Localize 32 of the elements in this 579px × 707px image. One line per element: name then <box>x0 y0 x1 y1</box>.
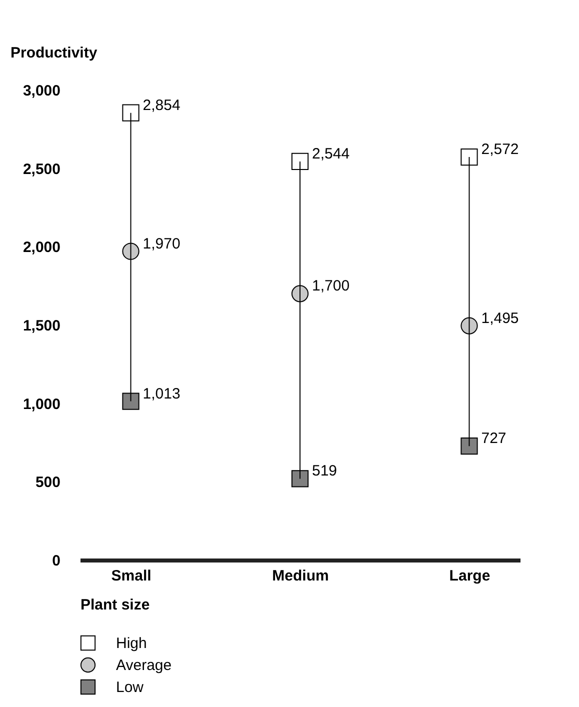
point <box>460 438 478 455</box>
x-tick-label: Small <box>111 568 152 584</box>
y-tick-label: 1,000 <box>22 396 60 413</box>
y-tick-label: 2,500 <box>22 160 60 178</box>
point <box>291 152 309 170</box>
data-label: 1,700 <box>312 278 350 295</box>
y-tick-label: 2,000 <box>22 239 60 256</box>
point <box>122 392 140 410</box>
y-tick-label: 500 <box>35 474 60 492</box>
data-label: 519 <box>312 462 338 480</box>
point <box>122 104 140 122</box>
legend-label: Average <box>116 657 172 674</box>
data-label: 1,970 <box>142 235 180 252</box>
point <box>122 242 140 260</box>
point <box>291 470 309 488</box>
y-axis-title: Productivity <box>10 44 98 62</box>
data-label: 1,495 <box>481 310 519 327</box>
y-tick-label: 0 <box>52 552 60 570</box>
legend-label: Low <box>116 679 144 696</box>
data-label: 1,013 <box>142 385 180 402</box>
y-tick-label: 1,500 <box>22 318 60 334</box>
x-tick-label: Large <box>449 568 490 584</box>
data-label: 2,572 <box>481 141 519 158</box>
x-axis-title: Plant size <box>80 596 150 614</box>
legend-label: High <box>116 635 147 652</box>
data-label: 2,854 <box>142 96 180 114</box>
x-tick-label: Medium <box>272 568 329 584</box>
data-label: 2,544 <box>312 145 350 162</box>
y-tick-label: 3,000 <box>22 82 60 100</box>
point <box>460 148 478 166</box>
data-label: 727 <box>481 430 506 448</box>
point <box>460 317 478 334</box>
